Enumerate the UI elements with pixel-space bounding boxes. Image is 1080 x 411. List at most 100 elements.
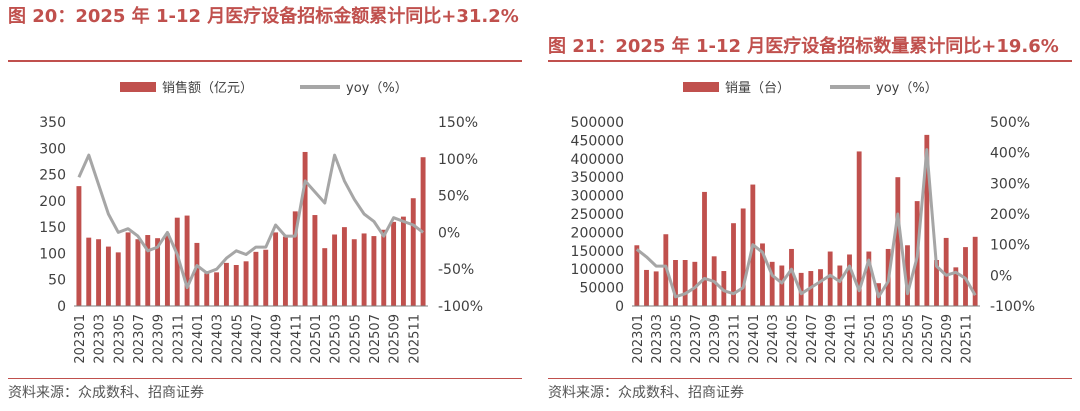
- bar: [760, 243, 765, 306]
- bar: [827, 251, 833, 306]
- bar: [292, 211, 298, 306]
- bar: [972, 236, 978, 306]
- bar: [740, 208, 746, 306]
- y-tick-left: 350000: [571, 170, 624, 186]
- bar: [634, 245, 640, 306]
- bar: [243, 261, 249, 306]
- y-tick-right: 400%: [990, 146, 1030, 162]
- x-tick-label: 202401: [191, 314, 206, 364]
- bar: [400, 216, 406, 306]
- x-tick-label: 202311: [171, 314, 186, 364]
- bar: [155, 238, 161, 306]
- y-tick-left: 250: [39, 168, 66, 184]
- bar: [963, 247, 968, 306]
- bar: [905, 245, 910, 306]
- x-tick-label: 202305: [112, 314, 127, 364]
- y-tick-right: 150%: [438, 115, 478, 131]
- y-tick-right: 0%: [990, 268, 1012, 284]
- bar: [391, 221, 397, 306]
- x-tick-label: 202407: [805, 314, 820, 364]
- bar: [644, 269, 649, 306]
- y-tick-left: 500000: [571, 115, 624, 131]
- yoy-line: [635, 148, 977, 299]
- y-tick-right: 500%: [990, 115, 1030, 131]
- y-tick-left: 50000: [579, 281, 624, 297]
- bar: [322, 248, 328, 306]
- bar: [721, 271, 727, 306]
- bar: [105, 246, 111, 306]
- bar: [184, 215, 190, 306]
- chart-panel-left: 图 20：2025 年 1-12 月医疗设备招标金额累计同比+31.2% 销售额…: [0, 0, 530, 411]
- y-tick-right: -50%: [438, 262, 474, 278]
- bar: [351, 239, 357, 306]
- source-rule: [548, 378, 1072, 379]
- legend-swatch-bar: [683, 82, 719, 92]
- bar: [86, 237, 92, 306]
- yoy-line: [77, 153, 425, 290]
- bar: [96, 239, 102, 306]
- y-tick-left: 100: [39, 246, 66, 262]
- x-tick-label: 202401: [747, 314, 762, 364]
- bar: [789, 248, 794, 306]
- y-tick-right: 200%: [990, 207, 1030, 223]
- y-tick-right: 100%: [990, 238, 1030, 254]
- bar: [769, 261, 775, 306]
- y-tick-left: 400000: [571, 152, 624, 168]
- bar: [115, 252, 121, 306]
- bar: [847, 254, 852, 306]
- y-tick-right: 50%: [438, 189, 469, 205]
- bar: [233, 264, 239, 306]
- x-tick-label: 202403: [766, 314, 781, 364]
- x-tick-label: 202307: [132, 314, 147, 364]
- x-tick-label: 202503: [329, 314, 344, 364]
- bar: [223, 262, 229, 306]
- bar: [361, 233, 367, 306]
- bar: [282, 236, 288, 306]
- bar: [943, 237, 949, 306]
- bar: [682, 260, 688, 306]
- bar: [371, 236, 377, 306]
- bar: [866, 251, 872, 306]
- bar: [194, 242, 200, 306]
- bar: [731, 223, 736, 306]
- legend-swatch-bar: [120, 82, 156, 92]
- y-tick-left: 250000: [571, 207, 624, 223]
- y-tick-left: 350: [39, 115, 66, 131]
- bar: [410, 198, 416, 306]
- x-tick-label: 202305: [670, 314, 685, 364]
- x-tick-label: 202311: [728, 314, 743, 364]
- bar: [76, 186, 82, 306]
- y-tick-left: 0: [57, 299, 66, 315]
- x-tick-label: 202409: [824, 314, 839, 364]
- bar: [273, 232, 279, 306]
- legend-label-line: yoy（%）: [876, 81, 938, 96]
- y-tick-left: 50: [48, 273, 66, 289]
- bar: [135, 239, 141, 306]
- y-tick-left: 150000: [571, 244, 624, 260]
- legend-label-bar: 销售额（亿元）: [162, 80, 253, 96]
- y-tick-left: 300: [39, 141, 66, 157]
- chart-canvas-left: 销售额（亿元） yoy（%） 0 50 100 150 200 250 300 350 -100% -…: [39, 80, 483, 364]
- x-tick-label: 202503: [882, 314, 897, 364]
- x-tick-label: 202509: [940, 314, 955, 364]
- x-tick-label: 202405: [786, 314, 801, 364]
- bar: [381, 229, 387, 306]
- y-tick-right: -100%: [990, 299, 1035, 315]
- y-tick-left: 0: [615, 299, 624, 315]
- chart-title: 图 20：2025 年 1-12 月医疗设备招标金额累计同比+31.2%: [8, 6, 519, 27]
- title-underline: [548, 60, 1072, 62]
- x-tick-label: 202301: [631, 314, 646, 364]
- x-tick-label: 202407: [250, 314, 265, 364]
- legend-label-line: yoy（%）: [346, 81, 408, 96]
- y-tick-right: 0%: [438, 225, 460, 241]
- bar: [214, 272, 220, 306]
- source-note: 资料来源：众成数科、招商证券: [548, 385, 744, 401]
- x-tick-label: 202309: [708, 314, 723, 364]
- x-tick-label: 202511: [407, 314, 422, 364]
- x-tick-label: 202409: [270, 314, 285, 364]
- bar: [253, 251, 259, 306]
- bar: [164, 233, 170, 306]
- bar: [263, 249, 269, 306]
- bar: [125, 232, 131, 306]
- x-tick-label: 202505: [348, 314, 363, 364]
